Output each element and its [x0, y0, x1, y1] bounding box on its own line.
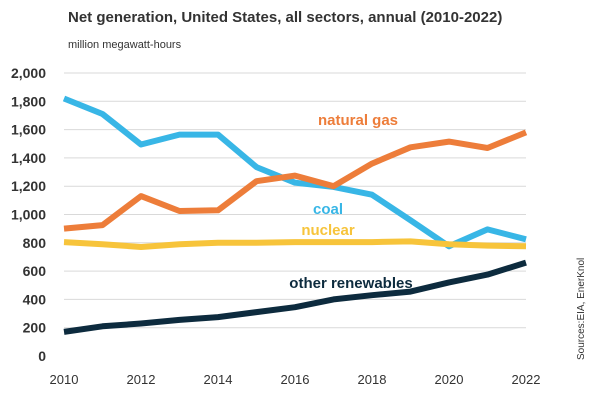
x-tick-label: 2016 [281, 372, 310, 387]
series-line-natural-gas [63, 129, 528, 232]
series-line-coal [62, 95, 527, 250]
series-label-coal: coal [313, 201, 343, 218]
y-axis-ticks: 0 200 400 600 800 1,000 1,200 1,400 1,600 1,800 2,… [11, 65, 46, 364]
chart-title: Net generation, United States, all secto… [68, 9, 502, 26]
y-tick-label: 600 [23, 263, 47, 279]
y-tick-label: 1,400 [11, 150, 46, 166]
y-tick-label: 1,800 [11, 93, 46, 109]
y-tick-label: 1,600 [11, 122, 46, 138]
y-tick-label: 1,000 [11, 207, 46, 223]
y-tick-label: 400 [23, 291, 47, 307]
x-tick-label: 2022 [512, 372, 541, 387]
series-line-other-renewables [63, 259, 527, 335]
x-tick-label: 2014 [204, 372, 233, 387]
series-label-other-renewables: other renewables [289, 275, 412, 292]
x-tick-label: 2020 [435, 372, 464, 387]
series-line-nuclear [63, 238, 527, 250]
y-tick-label: 2,000 [11, 65, 46, 81]
series-label-natural-gas: natural gas [318, 112, 398, 129]
y-tick-label: 800 [23, 235, 47, 251]
y-axis-unit: million megawatt-hours [68, 39, 182, 51]
y-tick-label: 200 [23, 320, 47, 336]
source-note: Sources:EIA, EnerKnol [576, 258, 587, 360]
series-label-nuclear: nuclear [301, 222, 355, 239]
gridlines [64, 72, 526, 329]
series-lines [62, 95, 528, 335]
x-axis-ticks: 2010 2012 2014 2016 2018 2020 2022 [50, 372, 541, 387]
x-tick-label: 2012 [127, 372, 156, 387]
series-labels: natural gas coal nuclear other renewable… [289, 112, 412, 292]
y-tick-label: 0 [38, 348, 46, 364]
x-tick-label: 2010 [50, 372, 79, 387]
x-tick-label: 2018 [358, 372, 387, 387]
y-tick-label: 1,200 [11, 178, 46, 194]
